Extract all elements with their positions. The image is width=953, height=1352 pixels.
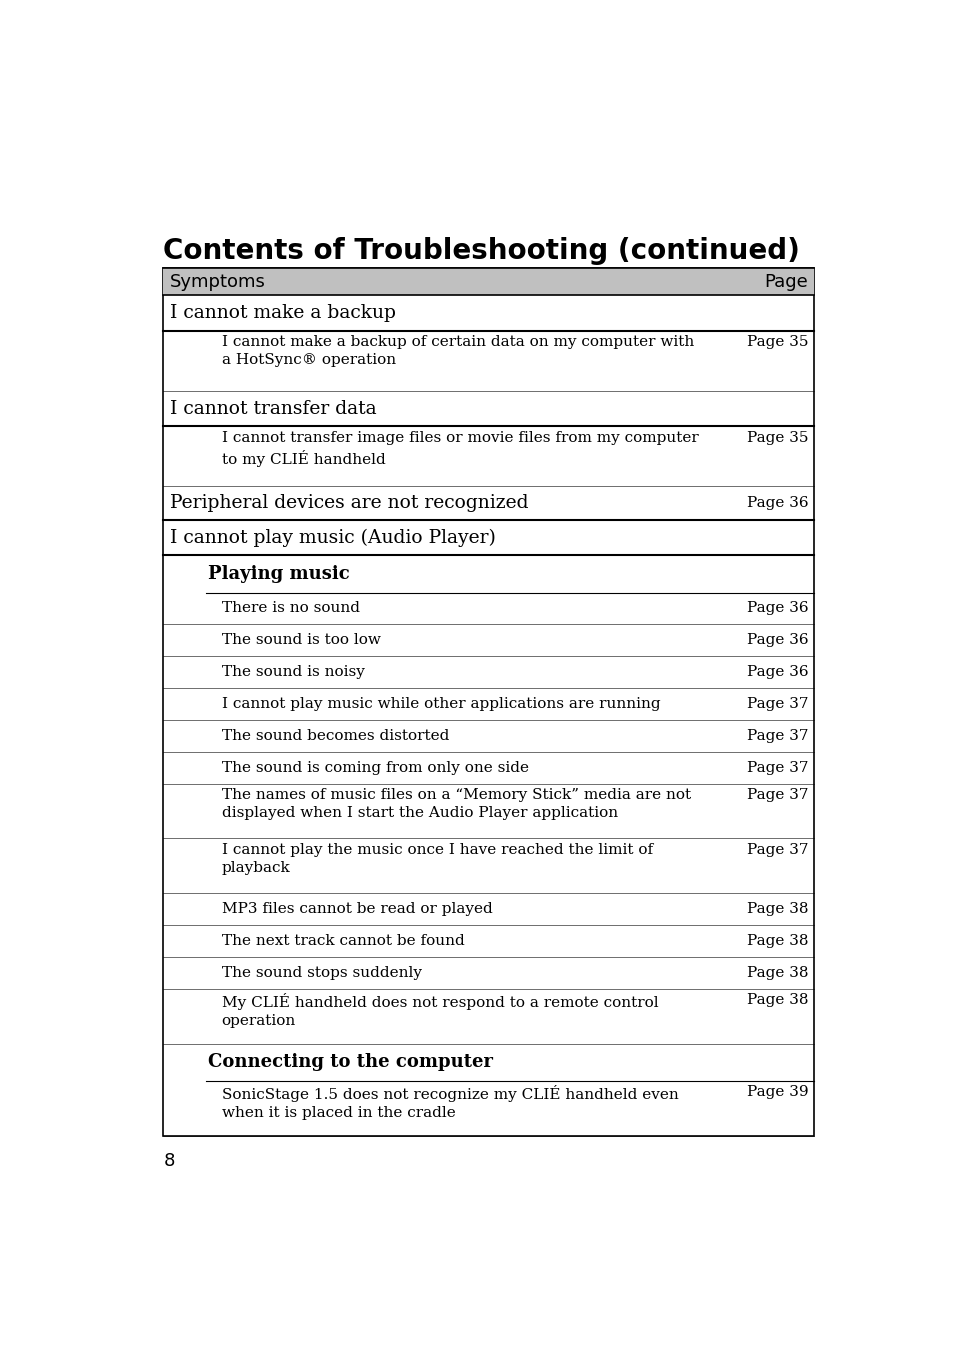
Text: Page 35: Page 35 <box>746 335 807 349</box>
Text: Page 39: Page 39 <box>746 1086 807 1099</box>
Text: Page 38: Page 38 <box>746 902 807 917</box>
Text: Page 37: Page 37 <box>746 698 807 711</box>
Text: MP3 files cannot be read or played: MP3 files cannot be read or played <box>221 902 492 917</box>
Text: The sound stops suddenly: The sound stops suddenly <box>221 965 421 980</box>
Text: Page 38: Page 38 <box>746 965 807 980</box>
Text: SonicStage 1.5 does not recognize my CLIÉ handheld even
when it is placed in the: SonicStage 1.5 does not recognize my CLI… <box>221 1086 678 1121</box>
Text: The names of music files on a “Memory Stick” media are not
displayed when I star: The names of music files on a “Memory St… <box>221 788 690 821</box>
Text: The sound is coming from only one side: The sound is coming from only one side <box>221 761 528 775</box>
Text: 8: 8 <box>163 1152 174 1169</box>
Text: The sound is too low: The sound is too low <box>221 633 380 648</box>
Text: I cannot make a backup: I cannot make a backup <box>170 304 395 322</box>
Text: Page 38: Page 38 <box>746 934 807 948</box>
Text: There is no sound: There is no sound <box>221 602 359 615</box>
Text: Page 36: Page 36 <box>746 602 807 615</box>
Text: Page 36: Page 36 <box>746 665 807 679</box>
Text: Page 37: Page 37 <box>746 844 807 857</box>
Text: The sound becomes distorted: The sound becomes distorted <box>221 729 449 742</box>
Text: I cannot play the music once I have reached the limit of
playback: I cannot play the music once I have reac… <box>221 844 652 875</box>
Text: I cannot play music while other applications are running: I cannot play music while other applicat… <box>221 698 659 711</box>
Text: I cannot transfer data: I cannot transfer data <box>170 400 375 418</box>
Text: I cannot transfer image files or movie files from my computer
to my CLIÉ handhel: I cannot transfer image files or movie f… <box>221 431 698 466</box>
Bar <box>163 268 814 1136</box>
Text: Page 36: Page 36 <box>746 633 807 648</box>
Text: Page 38: Page 38 <box>746 994 807 1007</box>
Text: The next track cannot be found: The next track cannot be found <box>221 934 464 948</box>
Text: Contents of Troubleshooting (continued): Contents of Troubleshooting (continued) <box>163 237 800 265</box>
Text: Symptoms: Symptoms <box>170 273 265 291</box>
Text: Page 37: Page 37 <box>746 788 807 802</box>
Text: Page: Page <box>763 273 807 291</box>
Text: My CLIÉ handheld does not respond to a remote control
operation: My CLIÉ handheld does not respond to a r… <box>221 994 658 1029</box>
Text: Page 35: Page 35 <box>746 431 807 445</box>
Text: Page 37: Page 37 <box>746 761 807 775</box>
Text: I cannot make a backup of certain data on my computer with
a HotSync® operation: I cannot make a backup of certain data o… <box>221 335 693 368</box>
Text: Page 37: Page 37 <box>746 729 807 742</box>
Text: Peripheral devices are not recognized: Peripheral devices are not recognized <box>170 495 528 512</box>
Text: Playing music: Playing music <box>208 565 350 583</box>
Text: Connecting to the computer: Connecting to the computer <box>208 1053 493 1071</box>
Text: The sound is noisy: The sound is noisy <box>221 665 364 679</box>
Text: Page 36: Page 36 <box>746 496 807 510</box>
Bar <box>163 268 814 296</box>
Text: I cannot play music (Audio Player): I cannot play music (Audio Player) <box>170 529 495 546</box>
